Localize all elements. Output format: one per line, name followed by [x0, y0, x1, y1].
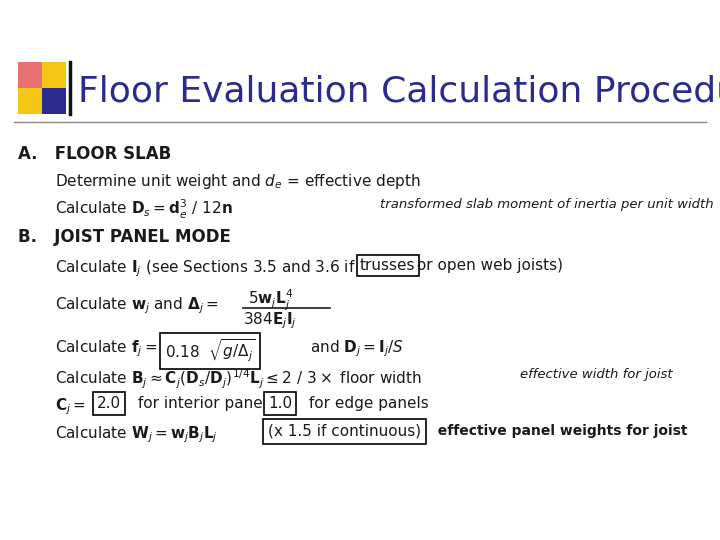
Text: Calculate $\mathbf{f}_j =$: Calculate $\mathbf{f}_j =$: [55, 338, 158, 359]
Text: for edge panels: for edge panels: [304, 396, 428, 411]
Text: Calculate $\mathbf{w}_j$ and $\boldsymbol{\Delta}_j =$: Calculate $\mathbf{w}_j$ and $\boldsymbo…: [55, 295, 219, 315]
Text: Calculate $\mathbf{W}_j = \mathbf{w}_j\mathbf{B}_j\mathbf{L}_j$: Calculate $\mathbf{W}_j = \mathbf{w}_j\m…: [55, 424, 218, 444]
Text: transformed slab moment of inertia per unit width: transformed slab moment of inertia per u…: [380, 198, 714, 211]
Text: 1.0: 1.0: [268, 396, 292, 411]
Text: trusses: trusses: [360, 258, 415, 273]
Text: A.   FLOOR SLAB: A. FLOOR SLAB: [18, 145, 171, 163]
Text: B.   JOIST PANEL MODE: B. JOIST PANEL MODE: [18, 228, 231, 246]
Text: or open web joists): or open web joists): [412, 258, 563, 273]
Text: 2.0: 2.0: [97, 396, 121, 411]
Text: Determine unit weight and $d_e$ = effective depth: Determine unit weight and $d_e$ = effect…: [55, 172, 420, 191]
Text: effective width for joist: effective width for joist: [520, 368, 672, 381]
Text: and $\mathbf{D}_j = \mathbf{I}_j / S$: and $\mathbf{D}_j = \mathbf{I}_j / S$: [310, 338, 404, 359]
Text: $5\mathbf{w}_j\mathbf{L}_j^4$: $5\mathbf{w}_j\mathbf{L}_j^4$: [248, 288, 293, 313]
Text: Calculate $\mathbf{B}_j \approx \mathbf{C}_j(\mathbf{D}_s / \mathbf{D}_j)^{1/4}\: Calculate $\mathbf{B}_j \approx \mathbf{…: [55, 368, 422, 392]
Text: Floor Evaluation Calculation Procedure: Floor Evaluation Calculation Procedure: [78, 74, 720, 108]
Text: effective panel weights for joist: effective panel weights for joist: [428, 424, 688, 438]
FancyBboxPatch shape: [18, 62, 42, 88]
Text: Calculate $\mathbf{D}_s = \mathbf{d}_e^3\ /\ 12\mathbf{n}$: Calculate $\mathbf{D}_s = \mathbf{d}_e^3…: [55, 198, 233, 221]
FancyBboxPatch shape: [18, 62, 66, 114]
Text: $384\mathbf{E}_j\mathbf{I}_j$: $384\mathbf{E}_j\mathbf{I}_j$: [243, 310, 297, 330]
Text: $0.18\ \ \sqrt{g / \Delta_j}$: $0.18\ \ \sqrt{g / \Delta_j}$: [165, 338, 256, 365]
Text: Calculate $\mathbf{I}_j$ (see Sections 3.5 and 3.6 if: Calculate $\mathbf{I}_j$ (see Sections 3…: [55, 258, 356, 279]
Text: $\mathbf{C}_j =$: $\mathbf{C}_j =$: [55, 396, 86, 416]
Text: (x 1.5 if continuous): (x 1.5 if continuous): [268, 424, 421, 439]
Text: for interior panels;: for interior panels;: [133, 396, 285, 411]
FancyBboxPatch shape: [42, 88, 66, 114]
